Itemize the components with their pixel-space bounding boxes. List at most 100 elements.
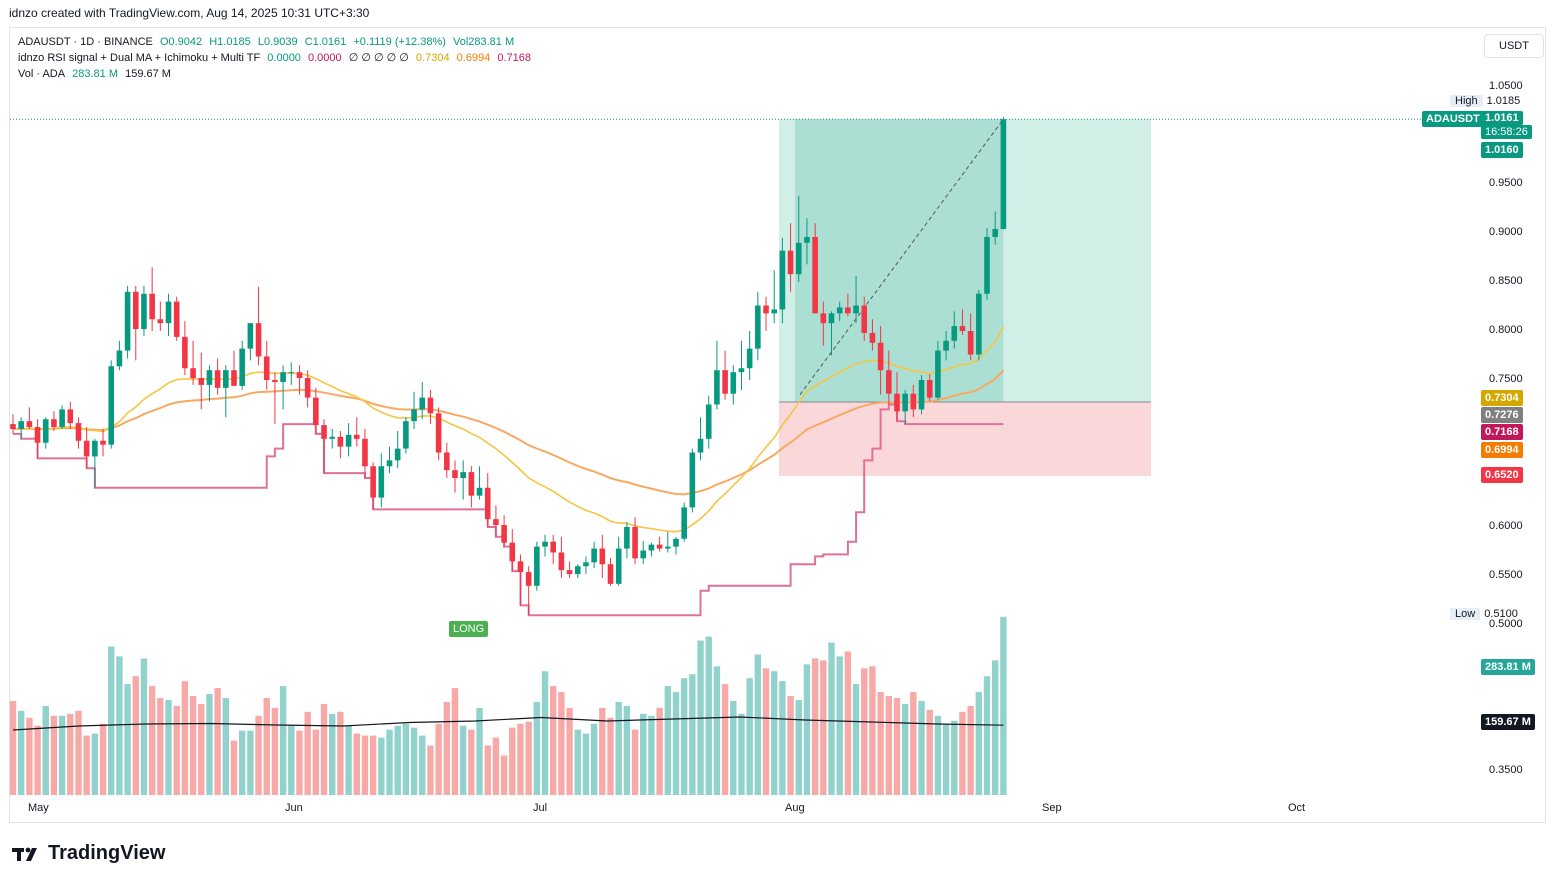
entry-tag: 0.7276 <box>1481 407 1523 423</box>
volume-legend-value-1: 283.81 M <box>72 68 119 80</box>
candle-body <box>321 425 327 439</box>
candle-body <box>763 305 769 314</box>
volume-bar <box>599 707 606 795</box>
volume-bar <box>459 725 467 795</box>
volume-bar <box>852 684 860 795</box>
volume-bar <box>803 664 811 795</box>
x-tick-jul: Jul <box>533 802 548 814</box>
volume-bar <box>165 699 172 795</box>
candle-body <box>378 466 385 498</box>
volume-bar <box>468 729 475 795</box>
candle-body <box>755 305 761 349</box>
volume-bar <box>132 676 139 795</box>
volume-bar <box>566 707 573 795</box>
volume-bar <box>934 715 942 795</box>
candle-body <box>427 397 434 414</box>
indicator-value-1: 0.0000 <box>267 52 301 64</box>
volume-bar <box>419 735 426 795</box>
volume-bar <box>75 710 82 795</box>
volume-bar <box>288 725 295 795</box>
candle-body <box>468 472 475 496</box>
candle-body <box>681 507 687 539</box>
volume-bar <box>672 692 680 795</box>
candle-body <box>812 236 818 314</box>
candle-body <box>820 313 827 324</box>
y-tick: 0.8500 <box>1489 275 1523 287</box>
candle-body <box>607 564 614 584</box>
candle-body <box>165 301 172 324</box>
indicator-name[interactable]: idnzo RSI signal + Dual MA + Ichimoku + … <box>18 52 261 64</box>
volume-bar <box>476 707 483 795</box>
candle-body <box>141 293 147 330</box>
symbol-line[interactable]: ADAUSDT · 1D · BINANCE <box>18 36 153 48</box>
volume-bar <box>148 686 156 795</box>
volume-bar <box>517 723 524 795</box>
volume-bar <box>844 651 852 795</box>
candle-body <box>836 307 843 314</box>
volume-bar <box>828 642 835 795</box>
candle-body <box>910 393 917 410</box>
volume-bar <box>533 701 541 795</box>
candle-body <box>59 409 65 428</box>
candle-body <box>223 370 229 388</box>
candle-body <box>444 452 450 471</box>
volume-label[interactable]: Vol · ADA <box>18 68 66 80</box>
low-marker-value: 0.5100 <box>1484 608 1518 620</box>
candle-body <box>656 544 663 549</box>
y-tick: 0.3500 <box>1489 764 1523 776</box>
volume-bar <box>721 684 729 795</box>
y-tick: 0.7500 <box>1489 373 1523 385</box>
candle-body <box>976 293 982 355</box>
volume-bar <box>705 636 712 795</box>
tradingview-logo-icon <box>12 847 37 861</box>
volume-bar <box>34 725 41 795</box>
volume-bar <box>353 733 360 795</box>
volume-bar <box>992 660 999 795</box>
y-tick: 0.6000 <box>1489 520 1523 532</box>
volume-bar <box>124 684 131 795</box>
ma-fast-tag: 0.7304 <box>1481 390 1523 406</box>
candle-body <box>738 368 745 373</box>
volume-bar <box>918 700 925 795</box>
candle-body <box>198 378 205 385</box>
candle-body <box>885 370 892 394</box>
candle-body <box>288 372 295 374</box>
volume-bar <box>189 696 197 795</box>
candle-body <box>632 527 638 559</box>
volume-value: Vol283.81 M <box>452 36 515 48</box>
volume-bar <box>738 713 745 795</box>
volume-bar <box>901 703 909 795</box>
volume-bar <box>951 720 958 795</box>
last-price-tag: 1.0161 <box>1481 111 1523 125</box>
stop-zone <box>779 401 1151 477</box>
trade-path-line <box>799 118 1004 395</box>
volume-bar <box>869 666 876 795</box>
volume-bar <box>558 692 565 795</box>
volume-ma-tag: 159.67 M <box>1481 714 1535 730</box>
volume-bar <box>304 711 311 795</box>
candle-body <box>648 544 655 551</box>
candle-body <box>951 326 958 341</box>
candle-body <box>542 541 548 547</box>
x-tick-oct: Oct <box>1288 802 1306 814</box>
volume-bar <box>58 715 66 795</box>
long-signal-label: LONG <box>449 621 489 637</box>
volume-bar <box>320 703 328 795</box>
currency-button[interactable]: USDT <box>1484 34 1544 58</box>
y-tick: 0.8000 <box>1489 324 1523 336</box>
candle-body <box>599 548 606 565</box>
candle-body <box>877 342 884 371</box>
volume-bar <box>91 733 99 795</box>
candle-body <box>337 436 344 447</box>
candle-body <box>1000 119 1007 230</box>
candle-body <box>419 397 426 410</box>
volume-bar <box>771 671 778 795</box>
candle-body <box>771 309 778 314</box>
volume-bar <box>680 678 688 795</box>
candle-body <box>280 372 286 382</box>
candle-body <box>149 293 155 320</box>
candle-body <box>615 548 622 584</box>
candle-body <box>697 438 704 453</box>
candle-body <box>902 393 908 412</box>
